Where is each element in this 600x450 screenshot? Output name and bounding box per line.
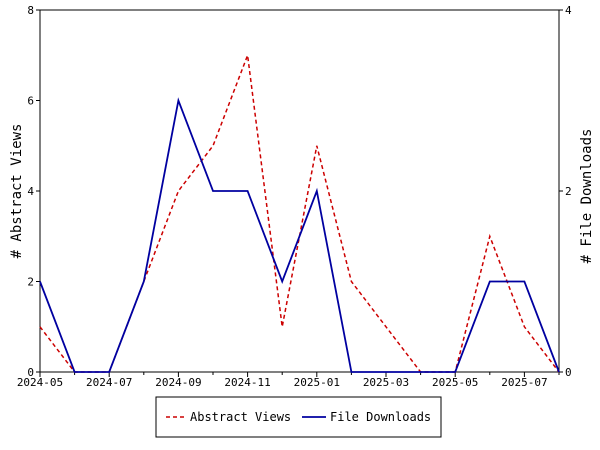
y-axis-title-right: # File Downloads: [579, 129, 595, 264]
legend-box: [155, 396, 442, 438]
y-tick-label-right: 4: [565, 4, 572, 17]
x-tick-label: 2025-07: [501, 376, 547, 389]
y-tick-label-left: 6: [27, 95, 34, 108]
y-tick-label-left: 4: [27, 185, 34, 198]
series-line-abstract-views: [39, 55, 560, 373]
x-tick-label: 2024-07: [86, 376, 132, 389]
x-tick-label: 2024-11: [224, 376, 270, 389]
plot-area: [39, 9, 560, 373]
x-tick-label: 2025-03: [363, 376, 409, 389]
y-axis-right: 0 2 4: [559, 4, 572, 379]
y-axis-left: 0 2 4 6 8: [27, 4, 40, 379]
y-tick-label-left: 0: [27, 366, 34, 379]
legend: Abstract Views File Downloads: [155, 396, 442, 438]
x-tick-label: 2024-05: [17, 376, 63, 389]
legend-label-abstract-views: Abstract Views: [190, 410, 291, 424]
y-tick-label-right: 0: [565, 366, 572, 379]
y-tick-label-right: 2: [565, 185, 572, 198]
x-tick-label: 2024-09: [155, 376, 201, 389]
x-tick-label: 2025-01: [294, 376, 340, 389]
series-layer: [39, 55, 560, 373]
series-line-file-downloads: [39, 97, 560, 373]
legend-label-file-downloads: File Downloads: [330, 410, 431, 424]
y-axis-title-left: # Abstract Views: [9, 124, 25, 259]
x-axis: 2024-05 2024-07 2024-09 2024-11 2025-01 2025-…: [17, 372, 560, 389]
x-tick-label: 2025-05: [432, 376, 478, 389]
y-tick-label-left: 8: [27, 4, 34, 17]
y-tick-label-left: 2: [27, 276, 34, 289]
